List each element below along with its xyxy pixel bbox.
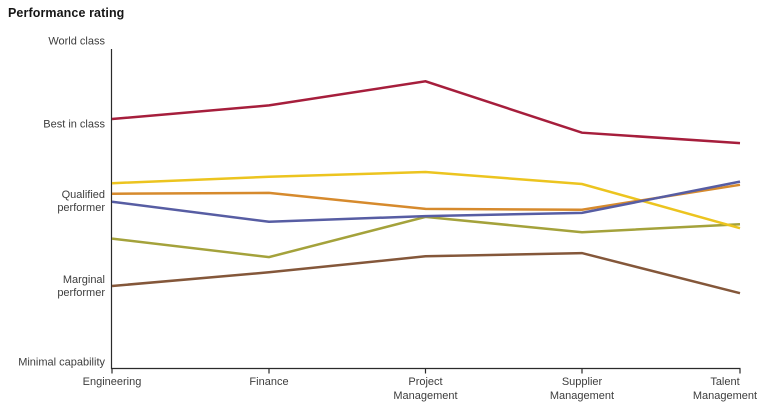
- olive-line: [111, 215, 741, 259]
- y-axis-label: Best in class: [43, 118, 105, 131]
- y-axis-label: Qualified performer: [57, 189, 105, 214]
- y-axis-label: World class: [48, 35, 105, 48]
- x-axis-label: Finance: [249, 376, 289, 388]
- y-axis-label: Marginal performer: [57, 274, 105, 299]
- crimson-line: [111, 80, 741, 145]
- x-axis-label: Engineering: [82, 376, 142, 388]
- orange-line: [111, 183, 741, 211]
- x-axis-label: Project Management: [393, 376, 458, 402]
- x-axis-label: Supplier Management: [549, 376, 615, 402]
- chart-axes: [110, 49, 741, 374]
- x-axis-label: Talent Management: [692, 376, 758, 402]
- yellow-line: [111, 170, 741, 230]
- chart-title: Performance rating: [8, 6, 125, 20]
- slate-blue-line: [111, 180, 741, 224]
- y-axis-label: Minimal capability: [18, 356, 105, 369]
- brown-line: [111, 251, 741, 295]
